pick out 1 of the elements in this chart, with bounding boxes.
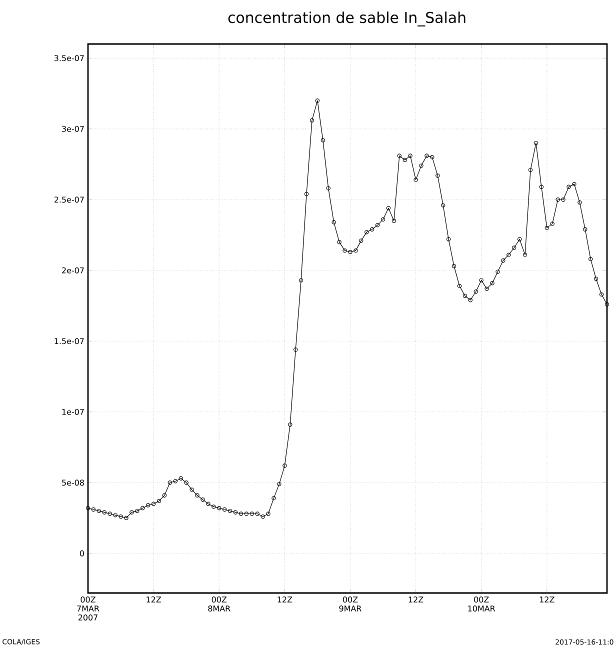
chart-title: concentration de sable In_Salah <box>228 12 466 26</box>
